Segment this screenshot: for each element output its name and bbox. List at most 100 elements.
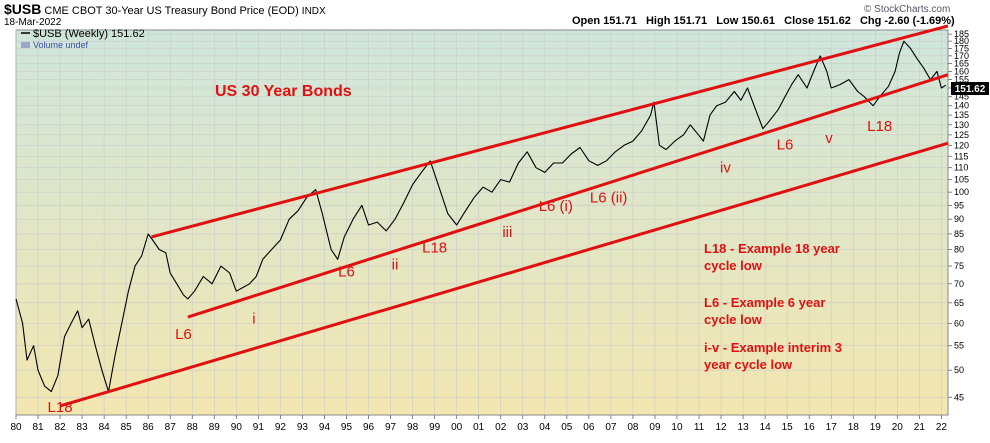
x-tick-label: 91: [253, 422, 265, 433]
y-tick-label: 80: [954, 244, 964, 254]
x-tick-label: 08: [627, 422, 639, 433]
cycle-label: L18: [867, 118, 892, 135]
chart-title: US 30 Year Bonds: [215, 83, 352, 100]
y-tick-label: 75: [954, 261, 964, 271]
y-tick-label: 85: [954, 229, 964, 239]
trend-line: [59, 141, 949, 408]
y-tick-label: 185: [954, 29, 969, 39]
legend-note: year cycle low: [704, 357, 793, 372]
y-tick-label: 180: [954, 36, 969, 46]
y-tick-label: 45: [954, 392, 964, 402]
y-tick-label: 90: [954, 214, 964, 224]
x-tick-label: 12: [715, 422, 727, 433]
x-tick-label: 00: [451, 422, 463, 433]
cycle-label: i: [252, 310, 255, 327]
y-tick-label: 140: [954, 101, 969, 111]
x-tick-label: 18: [848, 422, 860, 433]
legend-note: cycle low: [704, 312, 763, 327]
y-tick-label: 160: [954, 66, 969, 76]
legend-note: i-v - Example interim 3: [704, 340, 842, 355]
y-tick-label: 70: [954, 279, 964, 289]
volume-label: Volume undef: [33, 40, 89, 50]
legend: $USB (Weekly) 151.62 Volume undef: [21, 28, 145, 50]
y-tick-label: 120: [954, 140, 969, 150]
price-tag: 151.62: [951, 82, 989, 95]
y-tick-label: 175: [954, 43, 969, 53]
y-tick-label: 170: [954, 51, 969, 61]
x-tick-label: 13: [738, 422, 750, 433]
x-tick-label: 89: [209, 422, 221, 433]
x-tick-label: 86: [143, 422, 155, 433]
cycle-label: L6: [338, 264, 355, 281]
y-tick-label: 125: [954, 130, 969, 140]
price-tag-value: 151.62: [955, 84, 986, 95]
y-tick-label: 60: [954, 318, 964, 328]
x-tick-label: 99: [429, 422, 441, 433]
y-tick-label: 55: [954, 341, 964, 351]
x-tick-label: 93: [297, 422, 309, 433]
x-tick-label: 04: [539, 422, 551, 433]
y-tick-label: 130: [954, 120, 969, 130]
y-tick-label: 105: [954, 175, 969, 185]
x-tick-label: 03: [517, 422, 529, 433]
x-tick-label: 19: [870, 422, 882, 433]
exchange: INDX: [301, 6, 326, 17]
cycle-label: L6: [175, 326, 192, 343]
y-tick-label: 145: [954, 92, 969, 102]
x-tick-label: 83: [77, 422, 89, 433]
cycle-label: v: [825, 130, 833, 147]
cycle-label: L6 (i): [539, 198, 573, 215]
x-tick-label: 82: [55, 422, 67, 433]
trend-line: [151, 24, 949, 239]
x-tick-label: 01: [473, 422, 485, 433]
x-tick-label: 90: [231, 422, 243, 433]
y-tick-label: 135: [954, 110, 969, 120]
x-tick-label: 11: [694, 422, 705, 433]
x-tick-label: 14: [760, 422, 772, 433]
x-tick-label: 97: [385, 422, 397, 433]
y-tick-label: 115: [954, 151, 968, 161]
x-tick-label: 15: [782, 422, 794, 433]
x-tick-label: 98: [407, 422, 419, 433]
x-tick-label: 92: [275, 422, 287, 433]
x-tick-label: 85: [121, 422, 133, 433]
x-tick-label: 22: [936, 422, 948, 433]
x-tick-label: 06: [583, 422, 595, 433]
x-tick-label: 02: [495, 422, 507, 433]
header-date: 18-Mar-2022: [4, 17, 62, 28]
x-tick-label: 81: [32, 422, 44, 433]
cycle-label: iv: [720, 159, 731, 176]
header-symbol-line: $USB CME CBOT 30-Year US Treasury Bond P…: [4, 1, 326, 17]
x-tick-label: 80: [10, 422, 22, 433]
cycle-label: ii: [392, 257, 399, 274]
legend-note: cycle low: [704, 258, 763, 273]
y-tick-label: 155: [954, 75, 969, 85]
x-tick-label: 05: [561, 422, 573, 433]
y-tick-label: 110: [954, 163, 968, 173]
cycle-label: L18: [422, 240, 447, 257]
x-tick-label: 20: [892, 422, 904, 433]
x-tick-label: 96: [363, 422, 375, 433]
y-tick-label: 100: [954, 187, 969, 197]
x-tick-label: 95: [341, 422, 353, 433]
watermark: © StockCharts.com: [864, 4, 951, 15]
description: CME CBOT 30-Year US Treasury Bond Price …: [44, 5, 299, 17]
x-tick-label: 88: [187, 422, 199, 433]
cycle-label: L18: [48, 399, 73, 416]
x-tick-label: 09: [649, 422, 661, 433]
y-tick-label: 165: [954, 59, 969, 69]
legend-note: L6 - Example 6 year: [704, 295, 825, 310]
cycle-label: L6 (ii): [590, 190, 628, 207]
x-tick-label: 87: [165, 422, 177, 433]
series-label: $USB (Weekly) 151.62: [33, 28, 145, 40]
x-tick-label: 84: [99, 422, 111, 433]
cycle-label: iii: [502, 224, 512, 241]
symbol: $USB: [4, 1, 42, 17]
x-tick-label: 17: [826, 422, 838, 433]
y-tick-label: 65: [954, 298, 964, 308]
x-tick-label: 21: [914, 422, 926, 433]
quote-line: Open 151.71 High 151.71 Low 150.61 Close…: [572, 15, 955, 27]
price-series-line: [15, 40, 947, 393]
